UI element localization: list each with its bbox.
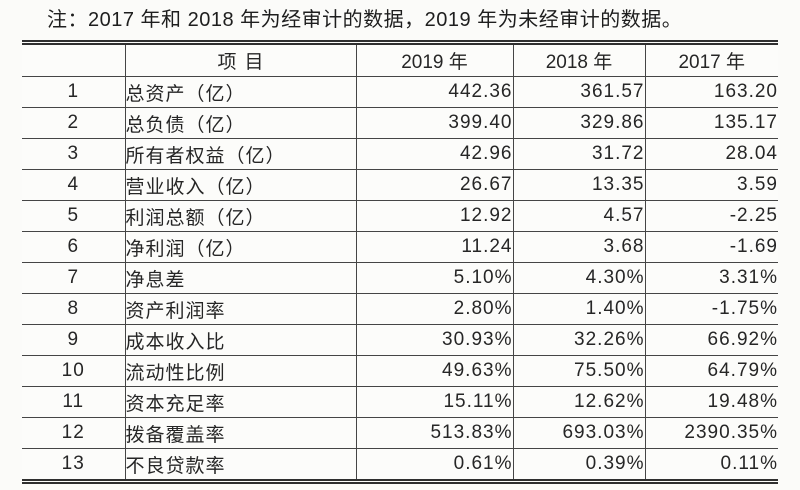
- row-index: 9: [22, 324, 126, 356]
- row-index: 13: [22, 448, 126, 479]
- table-row: 13 不良贷款率 0.61% 0.39% 0.11%: [22, 448, 778, 479]
- table-row: 10 流动性比例 49.63% 75.50% 64.79%: [22, 355, 778, 387]
- table-row: 7 净息差 5.10% 4.30% 3.31%: [22, 262, 778, 294]
- value-2017: 3.31%: [644, 262, 778, 294]
- value-2019: 399.40: [355, 107, 514, 139]
- value-2017: 2390.35%: [644, 417, 778, 449]
- row-index: 6: [22, 231, 126, 263]
- value-2018: 31.72: [512, 138, 646, 170]
- value-2018: 75.50%: [512, 355, 646, 387]
- item-name: 资产利润率: [124, 293, 357, 325]
- table-row: 3 所有者权益（亿） 42.96 31.72 28.04: [22, 138, 778, 170]
- value-2018: 4.57: [512, 200, 646, 232]
- row-index: 8: [22, 293, 126, 325]
- value-2018: 3.68: [512, 231, 646, 263]
- row-index: 11: [22, 386, 126, 418]
- item-name: 营业收入（亿）: [124, 169, 357, 201]
- value-2017: -1.75%: [644, 293, 778, 325]
- value-2019: 26.67: [355, 169, 514, 201]
- item-name: 不良贷款率: [124, 448, 357, 479]
- value-2017: 3.59: [644, 169, 778, 201]
- table-row: 6 净利润（亿） 11.24 3.68 -1.69: [22, 231, 778, 263]
- value-2018: 693.03%: [512, 417, 646, 449]
- value-2017: -1.69: [644, 231, 778, 263]
- value-2019: 442.36: [355, 76, 514, 108]
- row-index: 4: [22, 169, 126, 201]
- table-row: 5 利润总额（亿） 12.92 4.57 -2.25: [22, 200, 778, 232]
- item-name: 总资产（亿）: [124, 76, 357, 108]
- value-2017: 19.48%: [644, 386, 778, 418]
- table-body: 1 总资产（亿） 442.36 361.57 163.20 2 总负债（亿） 3…: [22, 76, 778, 479]
- value-2017: 64.79%: [644, 355, 778, 387]
- value-2017: 0.11%: [644, 448, 778, 479]
- value-2019: 0.61%: [355, 448, 514, 479]
- item-name: 成本收入比: [124, 324, 357, 356]
- value-2019: 5.10%: [355, 262, 514, 294]
- table-row: 8 资产利润率 2.80% 1.40% -1.75%: [22, 293, 778, 325]
- item-name: 所有者权益（亿）: [124, 138, 357, 170]
- row-index: 3: [22, 138, 126, 170]
- value-2018: 361.57: [512, 76, 646, 108]
- value-2019: 513.83%: [355, 417, 514, 449]
- financial-metrics-table: 项目 2019 年 2018 年 2017 年 1 总资产（亿） 442.36 …: [22, 45, 778, 479]
- value-2019: 2.80%: [355, 293, 514, 325]
- value-2018: 32.26%: [512, 324, 646, 356]
- item-name: 利润总额（亿）: [124, 200, 357, 232]
- audit-note-text: 注：2017 年和 2018 年为经审计的数据，2019 年为未经审计的数据。: [47, 9, 683, 31]
- row-index: 5: [22, 200, 126, 232]
- row-index: 2: [22, 107, 126, 139]
- value-2018: 12.62%: [512, 386, 646, 418]
- value-2017: 163.20: [644, 76, 778, 108]
- header-row: 项目 2019 年 2018 年 2017 年: [22, 45, 778, 77]
- row-index: 1: [22, 76, 126, 108]
- table-row: 4 营业收入（亿） 26.67 13.35 3.59: [22, 169, 778, 201]
- item-name: 资本充足率: [124, 386, 357, 418]
- value-2017: -2.25: [644, 200, 778, 232]
- value-2017: 28.04: [644, 138, 778, 170]
- table-row: 1 总资产（亿） 442.36 361.57 163.20: [22, 76, 778, 108]
- item-name: 净息差: [124, 262, 357, 294]
- item-name: 流动性比例: [124, 355, 357, 387]
- value-2019: 12.92: [355, 200, 514, 232]
- header-year-2017: 2017 年: [644, 45, 778, 77]
- header-year-2019: 2019 年: [355, 45, 514, 77]
- row-index: 12: [22, 417, 126, 449]
- header-index-cell: [22, 45, 126, 77]
- item-name: 净利润（亿）: [124, 231, 357, 263]
- value-2017: 135.17: [644, 107, 778, 139]
- value-2018: 1.40%: [512, 293, 646, 325]
- table-row: 12 拨备覆盖率 513.83% 693.03% 2390.35%: [22, 417, 778, 449]
- table-row: 2 总负债（亿） 399.40 329.86 135.17: [22, 107, 778, 139]
- value-2019: 11.24: [355, 231, 514, 263]
- table-row: 9 成本收入比 30.93% 32.26% 66.92%: [22, 324, 778, 356]
- value-2018: 329.86: [512, 107, 646, 139]
- value-2018: 13.35: [512, 169, 646, 201]
- value-2018: 4.30%: [512, 262, 646, 294]
- item-name: 总负债（亿）: [124, 107, 357, 139]
- header-year-2018: 2018 年: [512, 45, 646, 77]
- value-2019: 30.93%: [355, 324, 514, 356]
- table-row: 11 资本充足率 15.11% 12.62% 19.48%: [22, 386, 778, 418]
- header-item-label: 项目: [124, 45, 357, 77]
- value-2018: 0.39%: [512, 448, 646, 479]
- value-2019: 42.96: [355, 138, 514, 170]
- item-name: 拨备覆盖率: [124, 417, 357, 449]
- row-index: 10: [22, 355, 126, 387]
- value-2017: 66.92%: [644, 324, 778, 356]
- financial-table-container: 项目 2019 年 2018 年 2017 年 1 总资产（亿） 442.36 …: [22, 40, 778, 484]
- row-index: 7: [22, 262, 126, 294]
- value-2019: 49.63%: [355, 355, 514, 387]
- value-2019: 15.11%: [355, 386, 514, 418]
